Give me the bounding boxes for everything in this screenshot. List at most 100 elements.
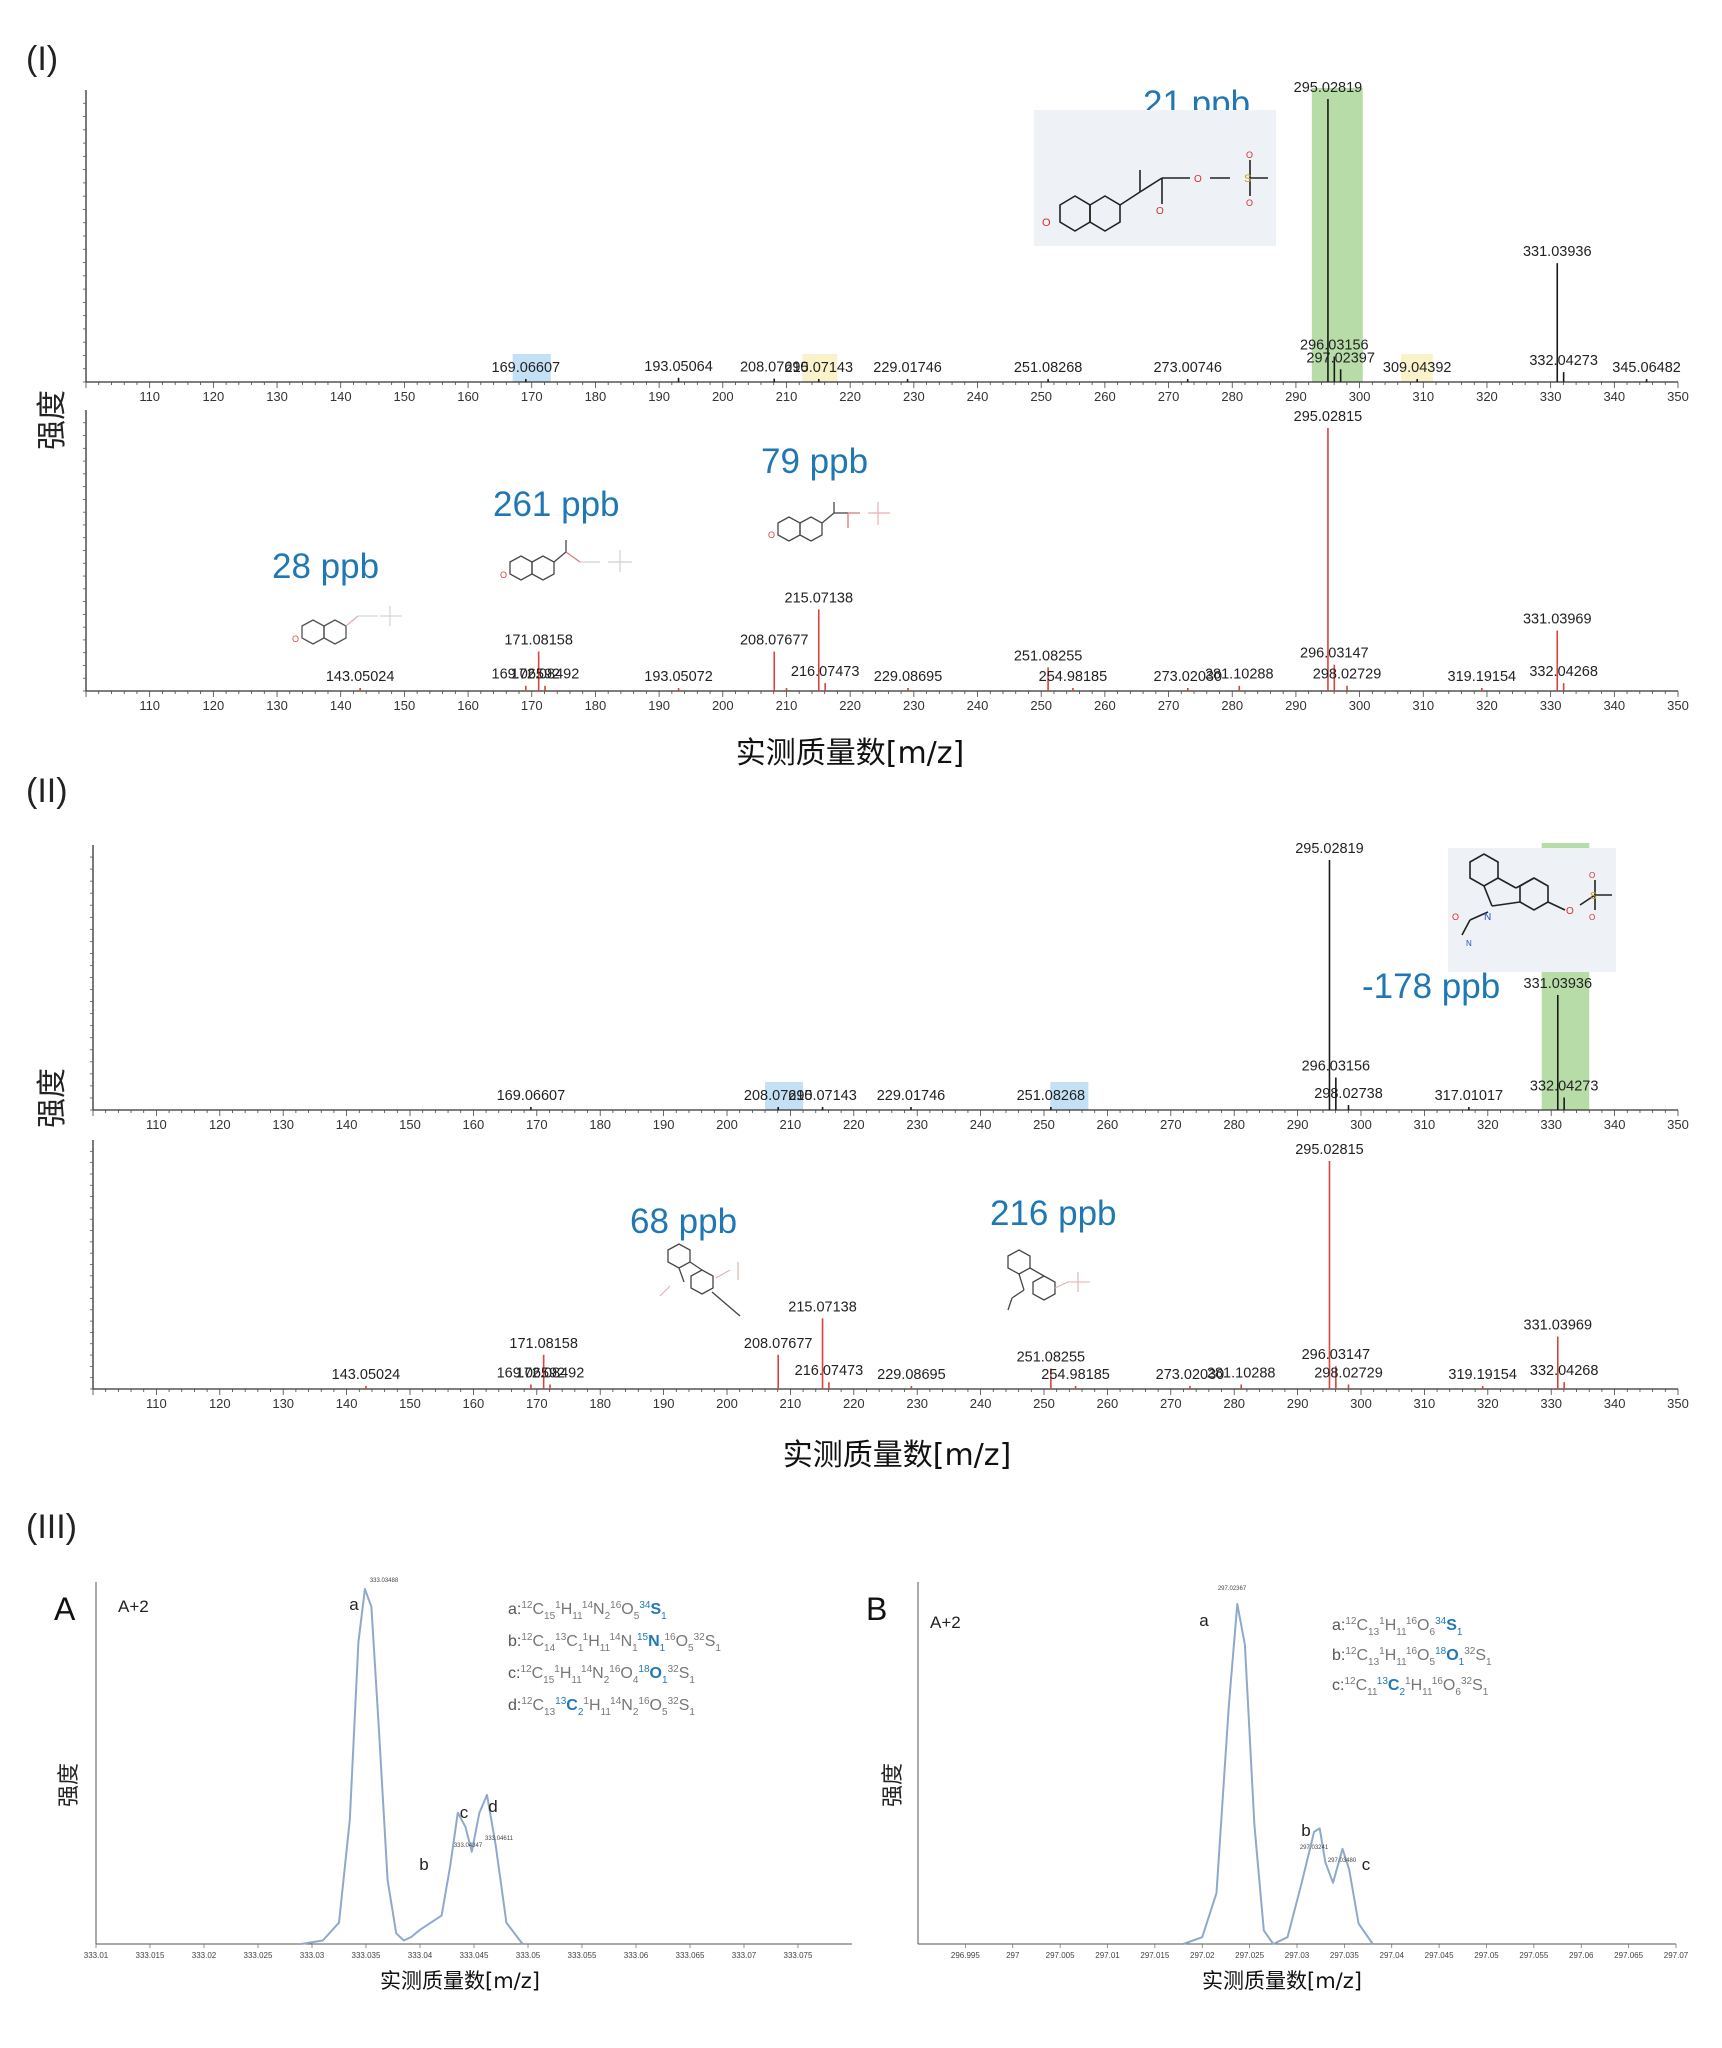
peak-label: 251.08255 bbox=[1017, 1349, 1086, 1365]
peak-label: 332.04268 bbox=[1529, 664, 1598, 680]
highlight-band-blue bbox=[512, 354, 551, 382]
iso-x-tick-label: 333.01 bbox=[84, 1951, 109, 1960]
peak-label: 143.05024 bbox=[332, 1367, 401, 1383]
iso-x-tick-label: 333.05 bbox=[516, 1951, 541, 1960]
peak-label: 254.98185 bbox=[1041, 1367, 1110, 1383]
x-tick-label: 140 bbox=[330, 698, 352, 713]
peak-label: 297.02397 bbox=[1306, 350, 1375, 366]
y-axis-label-B: 强度 bbox=[881, 1763, 906, 1807]
x-tick-label: 300 bbox=[1349, 698, 1371, 713]
x-tick-label: 110 bbox=[139, 389, 160, 404]
iso-x-tick-label: 297.005 bbox=[1046, 1951, 1075, 1960]
iso-B-peak-value: 297.03480 bbox=[1328, 1858, 1357, 1864]
x-tick-label: 130 bbox=[266, 389, 288, 404]
peak-label: 229.01746 bbox=[877, 1088, 946, 1104]
x-tick-label: 280 bbox=[1221, 389, 1243, 404]
iso-A-peak-value: 333.04611 bbox=[485, 1836, 514, 1842]
iso-x-tick-label: 297.06 bbox=[1569, 1951, 1594, 1960]
peak-label: 331.03936 bbox=[1523, 244, 1592, 260]
x-tick-label: 160 bbox=[463, 1117, 485, 1132]
x-tick-label: 210 bbox=[776, 698, 798, 713]
svg-text:N: N bbox=[1466, 939, 1472, 948]
x-axis-label-II: 实测质量数[m/z] bbox=[783, 1438, 1012, 1473]
x-tick-label: 320 bbox=[1477, 1117, 1499, 1132]
peak-label: 332.04273 bbox=[1529, 353, 1598, 369]
peak-label: 273.02030 bbox=[1154, 669, 1223, 685]
x-tick-label: 130 bbox=[272, 1396, 294, 1411]
peak-label: 345.06482 bbox=[1612, 360, 1681, 376]
svg-text:O: O bbox=[1566, 906, 1574, 917]
x-tick-label: 300 bbox=[1350, 1396, 1372, 1411]
x-tick-label: 260 bbox=[1094, 698, 1116, 713]
peak-label: 295.02815 bbox=[1294, 409, 1363, 425]
x-tick-label: 160 bbox=[457, 698, 479, 713]
x-tick-label: 340 bbox=[1604, 1396, 1626, 1411]
svg-text:O: O bbox=[768, 530, 775, 540]
x-tick-label: 250 bbox=[1030, 389, 1052, 404]
x-tick-label: 290 bbox=[1285, 698, 1307, 713]
peak-label: 229.08695 bbox=[874, 669, 943, 685]
peak-label: 169.06607 bbox=[492, 360, 561, 376]
subpanel-label-B: B bbox=[866, 1591, 887, 1627]
x-tick-label: 250 bbox=[1033, 1117, 1055, 1132]
peak-label: 281.10288 bbox=[1205, 667, 1274, 683]
iso-x-tick-label: 297.03 bbox=[1285, 1951, 1310, 1960]
svg-text:O: O bbox=[1589, 913, 1595, 922]
peak-label: 229.08695 bbox=[877, 1367, 946, 1383]
x-tick-label: 350 bbox=[1667, 1396, 1689, 1411]
x-tick-label: 200 bbox=[712, 698, 734, 713]
peak-label: 216.07473 bbox=[795, 1363, 864, 1379]
iso-B-formula-list: a:12C131H1116O634S1 b:12C131H1116O518O132… bbox=[1332, 1616, 1492, 1698]
iso-A-peak-letter: d bbox=[488, 1797, 497, 1816]
iso-x-tick-label: 333.07 bbox=[732, 1951, 757, 1960]
x-tick-label: 290 bbox=[1285, 389, 1307, 404]
peak-label: 296.03147 bbox=[1302, 1347, 1371, 1363]
iso-x-tick-label: 297.015 bbox=[1140, 1951, 1169, 1960]
x-tick-label: 220 bbox=[839, 698, 861, 713]
x-tick-label: 220 bbox=[839, 389, 861, 404]
peak-label: 169.06592 bbox=[497, 1365, 566, 1381]
peak-label: 172.08492 bbox=[511, 667, 580, 683]
y-axis-label-II: 强度 bbox=[35, 1068, 70, 1128]
x-tick-label: 200 bbox=[712, 389, 734, 404]
iso-x-tick-label: 333.04 bbox=[408, 1951, 433, 1960]
svg-text:O: O bbox=[1246, 198, 1253, 208]
structure-fragment-79ppb-icon: O bbox=[768, 502, 890, 542]
x-tick-label: 140 bbox=[336, 1396, 358, 1411]
peak-label: 251.08268 bbox=[1017, 1088, 1086, 1104]
x-tick-label: 120 bbox=[203, 698, 225, 713]
x-tick-label: 150 bbox=[394, 389, 416, 404]
iso-x-tick-label: 333.03 bbox=[300, 1951, 325, 1960]
peak-label: 273.02030 bbox=[1156, 1367, 1225, 1383]
x-tick-label: 110 bbox=[146, 1117, 167, 1132]
iso-B-peak-letter: b bbox=[1301, 1821, 1310, 1840]
highlight-band-yellow bbox=[1400, 354, 1433, 382]
isotope-formula: b:12C1413C11H1114N115N116O532S1 bbox=[508, 1632, 721, 1654]
iso-x-tick-label: 297.07 bbox=[1664, 1951, 1689, 1960]
peak-label: 317.01017 bbox=[1435, 1088, 1504, 1104]
x-tick-label: 150 bbox=[394, 698, 416, 713]
x-tick-label: 270 bbox=[1160, 1396, 1182, 1411]
peak-label: 296.03156 bbox=[1300, 338, 1369, 354]
x-tick-label: 140 bbox=[336, 1117, 358, 1132]
iso-x-tick-label: 296.995 bbox=[951, 1951, 980, 1960]
peak-label: 331.03936 bbox=[1524, 976, 1593, 992]
structure-fragment-261ppb-icon: O bbox=[500, 540, 632, 581]
iso-A-peak-letter: b bbox=[419, 1855, 428, 1874]
peak-label: 332.04273 bbox=[1530, 1079, 1599, 1095]
panel-label-III: (III) bbox=[26, 1508, 77, 1546]
x-tick-label: 310 bbox=[1414, 1117, 1436, 1132]
x-tick-label: 300 bbox=[1349, 389, 1371, 404]
iso-x-tick-label: 297.025 bbox=[1235, 1951, 1264, 1960]
x-tick-label: 330 bbox=[1540, 389, 1562, 404]
ppb-label-II-bottom-b: 216 ppb bbox=[990, 1194, 1117, 1233]
svg-text:O: O bbox=[1246, 150, 1253, 160]
x-tick-label: 250 bbox=[1030, 698, 1052, 713]
structure-naproxen-sulfate-icon: O O O S O O bbox=[1034, 110, 1276, 246]
iso-A-tag: A+2 bbox=[118, 1597, 149, 1616]
x-tick-label: 180 bbox=[585, 698, 607, 713]
iso-B-peak-letter: c bbox=[1362, 1855, 1371, 1874]
x-tick-label: 120 bbox=[209, 1117, 231, 1132]
peak-label: 295.02819 bbox=[1294, 80, 1363, 96]
iso-x-tick-label: 333.075 bbox=[784, 1951, 813, 1960]
